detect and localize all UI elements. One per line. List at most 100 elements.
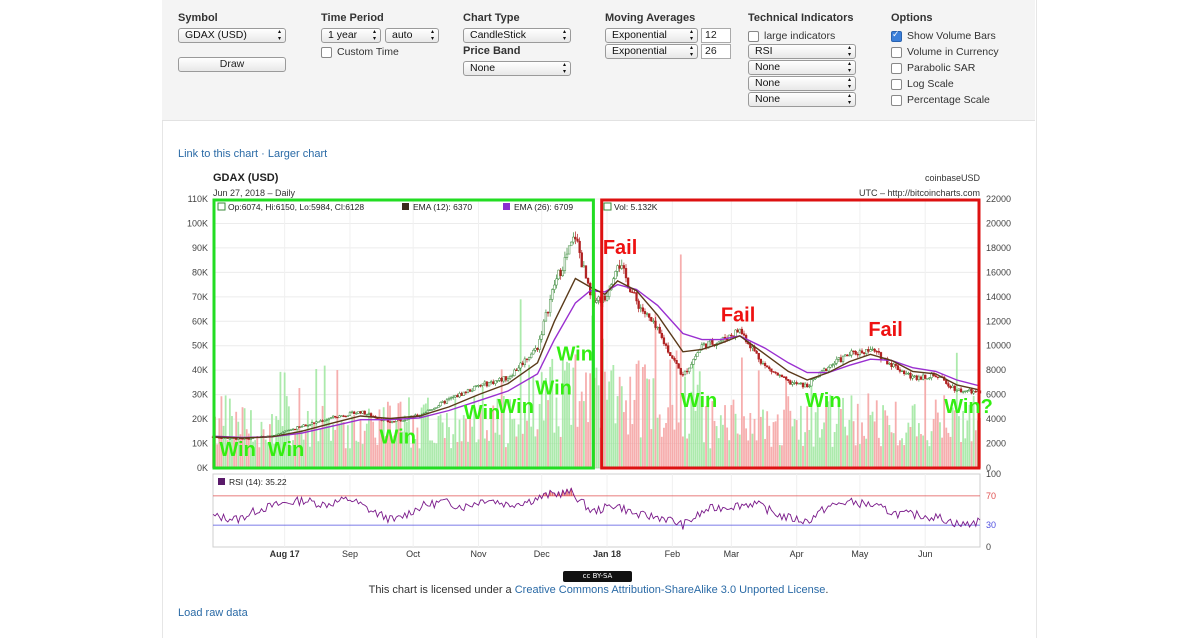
symbol-select[interactable]: GDAX (USD) <box>178 28 286 43</box>
chart-type-select[interactable]: CandleStick <box>463 28 571 43</box>
option-checkbox[interactable]: Show Volume Bars <box>891 28 1031 44</box>
candle-body <box>919 376 923 380</box>
candle-body <box>595 300 598 303</box>
volume-bar <box>972 395 975 468</box>
indicator-3-select[interactable]: None <box>748 76 856 91</box>
candle-body <box>390 421 394 423</box>
option-checkbox[interactable]: Log Scale <box>891 76 1031 92</box>
volume-bar <box>932 419 935 468</box>
volume-tick-label: 40K <box>192 365 208 375</box>
candle-body <box>247 438 250 440</box>
candle-body <box>468 389 472 392</box>
volume-bar <box>566 361 568 468</box>
volume-bar <box>665 423 667 468</box>
volume-bar <box>443 437 446 468</box>
candle-body <box>974 391 977 393</box>
cc-license-badge[interactable]: cc BY-SA <box>563 571 632 582</box>
candle-body <box>951 385 954 389</box>
candle-body <box>551 289 554 300</box>
checkbox-box[interactable] <box>321 46 332 58</box>
checkbox-box[interactable] <box>891 62 902 74</box>
option-checkbox[interactable]: Volume in Currency <box>891 44 1031 60</box>
checkbox-box[interactable] <box>891 46 902 58</box>
volume-bar <box>713 420 716 468</box>
candle-body <box>289 429 293 431</box>
candle-body <box>437 405 440 408</box>
win-annotation: Win <box>219 439 255 461</box>
volume-bar <box>700 396 703 468</box>
ma1-period-input[interactable]: 12 <box>701 28 731 43</box>
large-indicators-checkbox[interactable]: large indicators <box>748 28 856 44</box>
volume-bar <box>228 398 231 468</box>
volume-bar <box>686 438 689 468</box>
ema12-legend: EMA (12): 6370 <box>413 202 472 212</box>
volume-bar <box>877 437 880 468</box>
volume-bar <box>825 403 828 468</box>
candle-body <box>934 375 937 378</box>
draw-button[interactable]: Draw <box>178 57 286 72</box>
volume-bar <box>709 448 712 468</box>
price-band-select[interactable]: None <box>463 61 571 76</box>
volume-bar <box>445 413 448 468</box>
volume-bar <box>740 357 743 468</box>
candle-body <box>578 240 581 253</box>
candle-body <box>915 375 918 380</box>
volume-bar <box>684 376 686 468</box>
indicator-2-select[interactable]: None <box>748 60 856 75</box>
volume-bar <box>955 352 958 468</box>
indicator-1-select[interactable]: RSI <box>748 44 856 59</box>
volume-bar <box>304 430 307 468</box>
candle-body <box>443 401 446 404</box>
checkbox-box[interactable] <box>748 30 759 42</box>
checkbox-box[interactable] <box>891 78 902 90</box>
volume-bar <box>660 436 663 468</box>
volume-bar <box>894 401 897 468</box>
rsi-tick-label: 70 <box>986 491 996 501</box>
option-checkbox[interactable]: Percentage Scale <box>891 92 1031 108</box>
volume-bar <box>692 363 695 468</box>
checkbox-box[interactable] <box>891 29 902 42</box>
volume-bar <box>300 429 303 468</box>
time-range-select[interactable]: 1 year <box>321 28 381 43</box>
candle-body <box>502 376 505 382</box>
volume-bar <box>410 447 412 468</box>
volume-bar <box>239 434 242 468</box>
candle-body <box>357 411 360 414</box>
rsi-legend: RSI (14): 35.22 <box>229 477 287 487</box>
ma2-period-input[interactable]: 26 <box>701 44 731 59</box>
ma1-type-select[interactable]: Exponential <box>605 28 698 43</box>
option-checkbox[interactable]: Parabolic SAR <box>891 60 1031 76</box>
volume-bar <box>943 395 946 468</box>
candle-body <box>833 362 836 365</box>
candle-body <box>633 292 636 294</box>
volume-bar <box>279 371 282 468</box>
volume-bar <box>648 379 651 468</box>
volume-bar <box>671 404 674 468</box>
candle-body <box>542 320 545 335</box>
load-raw-data-link[interactable]: Load raw data <box>178 607 248 619</box>
license-link[interactable]: Creative Commons Attribution-ShareAlike … <box>514 584 826 596</box>
candle-body <box>365 414 368 416</box>
volume-bar <box>313 421 316 468</box>
volume-bar <box>401 431 404 468</box>
link-to-chart[interactable]: Link to this chart <box>178 148 259 160</box>
candle-body <box>890 363 893 367</box>
ema26-line <box>212 283 981 439</box>
price-tick-label: 6000 <box>986 390 1006 400</box>
indicator-4-select[interactable]: None <box>748 92 856 107</box>
volume-bar <box>913 404 916 468</box>
ma2-type-select[interactable]: Exponential <box>605 44 698 59</box>
larger-chart-link[interactable]: Larger chart <box>267 148 328 160</box>
volume-bar <box>462 415 465 468</box>
volume-bar <box>816 403 819 468</box>
volume-bar <box>966 420 969 468</box>
resolution-select[interactable]: auto <box>385 28 439 43</box>
volume-bar <box>424 403 427 468</box>
checkbox-box[interactable] <box>891 94 902 106</box>
volume-bar <box>936 412 939 468</box>
volume-bar <box>770 446 773 468</box>
candle-body <box>905 373 908 375</box>
custom-time-checkbox[interactable]: Custom Time <box>321 44 441 60</box>
volume-bar <box>403 415 406 468</box>
volume-bar <box>814 412 817 468</box>
